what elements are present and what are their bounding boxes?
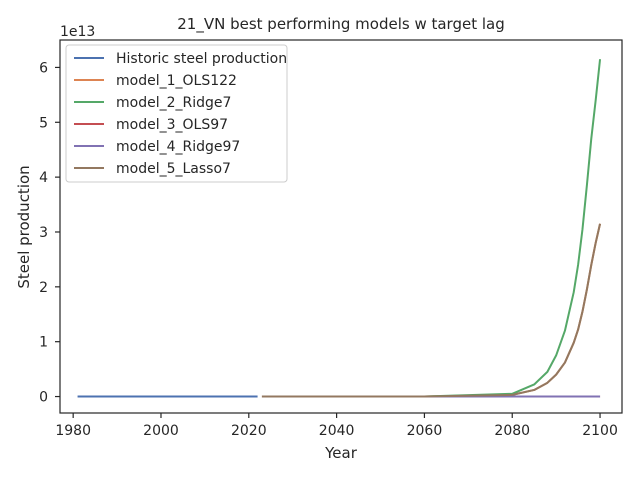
y-axis: 0 1 2 3 4 5 6 bbox=[39, 60, 60, 406]
plot-area bbox=[59, 39, 623, 414]
legend-label: model_3_OLS97 bbox=[116, 117, 228, 133]
x-axis: 1980 2000 2020 2040 2060 2080 2100 bbox=[55, 413, 618, 439]
y-tick-label: 6 bbox=[39, 60, 48, 76]
plot-frame bbox=[59, 39, 623, 414]
x-tick-label: 2060 bbox=[407, 423, 443, 439]
legend-box bbox=[65, 44, 288, 183]
y-tick-label: 4 bbox=[39, 170, 48, 186]
x-tick-label: 2080 bbox=[494, 423, 530, 439]
y-tick-label: 0 bbox=[39, 390, 48, 406]
chart-title: 21_VN best performing models w target la… bbox=[177, 15, 505, 34]
series-line-2 bbox=[261, 223, 602, 398]
legend-label: model_4_Ridge97 bbox=[116, 139, 240, 155]
legend-label: Historic steel production bbox=[116, 51, 287, 67]
x-tick-label: 2040 bbox=[319, 423, 355, 439]
series-layer bbox=[77, 59, 602, 398]
y-axis-title: Steel production bbox=[15, 165, 33, 288]
legend-label: model_5_Lasso7 bbox=[116, 161, 231, 177]
x-tick-label: 1980 bbox=[55, 423, 91, 439]
y-tick-label: 3 bbox=[39, 225, 48, 241]
series-line-3 bbox=[261, 59, 602, 398]
y-tick-label: 5 bbox=[39, 115, 48, 131]
series-line-6 bbox=[261, 223, 602, 398]
x-tick-label: 2100 bbox=[582, 423, 618, 439]
y-tick-label: 1 bbox=[39, 335, 48, 351]
legend-label: model_1_OLS122 bbox=[116, 73, 237, 89]
y-tick-label: 2 bbox=[39, 280, 48, 296]
x-tick-label: 2020 bbox=[231, 423, 267, 439]
y-offset-label: 1e13 bbox=[60, 24, 95, 40]
legend-label: model_2_Ridge7 bbox=[116, 95, 231, 111]
x-axis-title: Year bbox=[324, 444, 358, 462]
legend: Historic steel production model_1_OLS122m… bbox=[65, 44, 288, 183]
x-tick-label: 2000 bbox=[143, 423, 179, 439]
